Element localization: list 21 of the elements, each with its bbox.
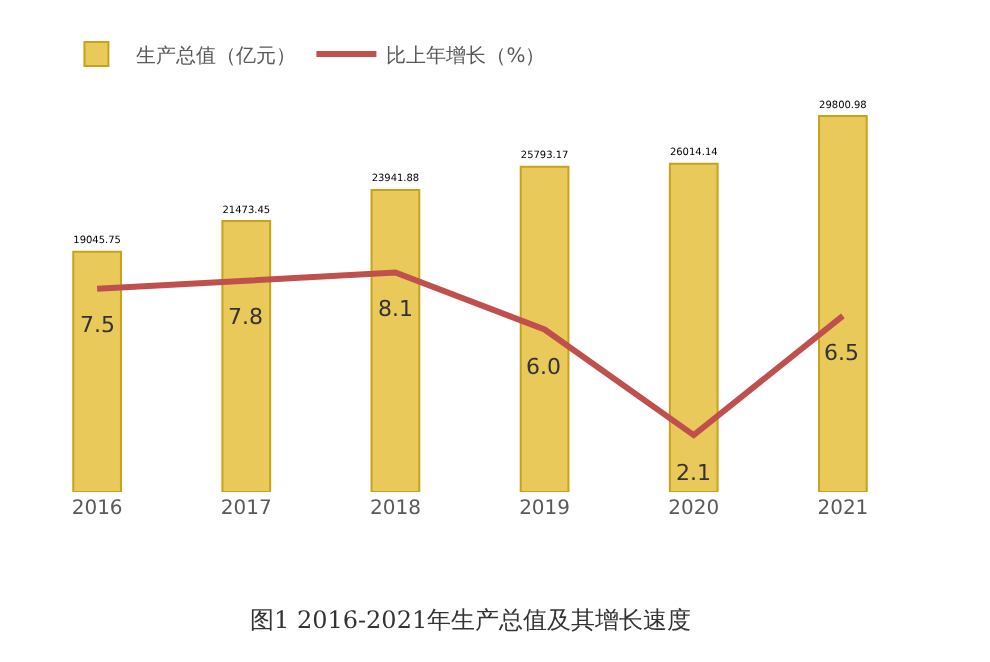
x-tick-label: 2016 [71, 498, 123, 520]
legend-label: 比上年增长（%） [386, 43, 546, 68]
x-tick-label: 2020 [668, 498, 720, 520]
x-tick-label: 2021 [817, 498, 869, 520]
bar [668, 162, 719, 492]
bar [818, 115, 868, 492]
data-label: 8.1 [378, 296, 413, 322]
bar [72, 250, 122, 492]
x-tick-label: 2018 [369, 498, 421, 520]
bar [370, 188, 421, 492]
data-label: 2.1 [676, 460, 711, 486]
x-tick-label: 2019 [519, 498, 571, 520]
x-tick-label: 2017 [220, 498, 272, 520]
bar [221, 220, 272, 492]
data-label: 7.5 [80, 312, 115, 338]
data-label: 7.8 [228, 304, 263, 330]
data-label: 6.5 [824, 340, 859, 366]
bar [519, 165, 570, 492]
data-label: 6.0 [526, 354, 561, 380]
text: 图1 2016-2021年生产总值及其增长速度 [250, 606, 692, 634]
legend-label: 生产总值（亿元） [136, 43, 297, 68]
